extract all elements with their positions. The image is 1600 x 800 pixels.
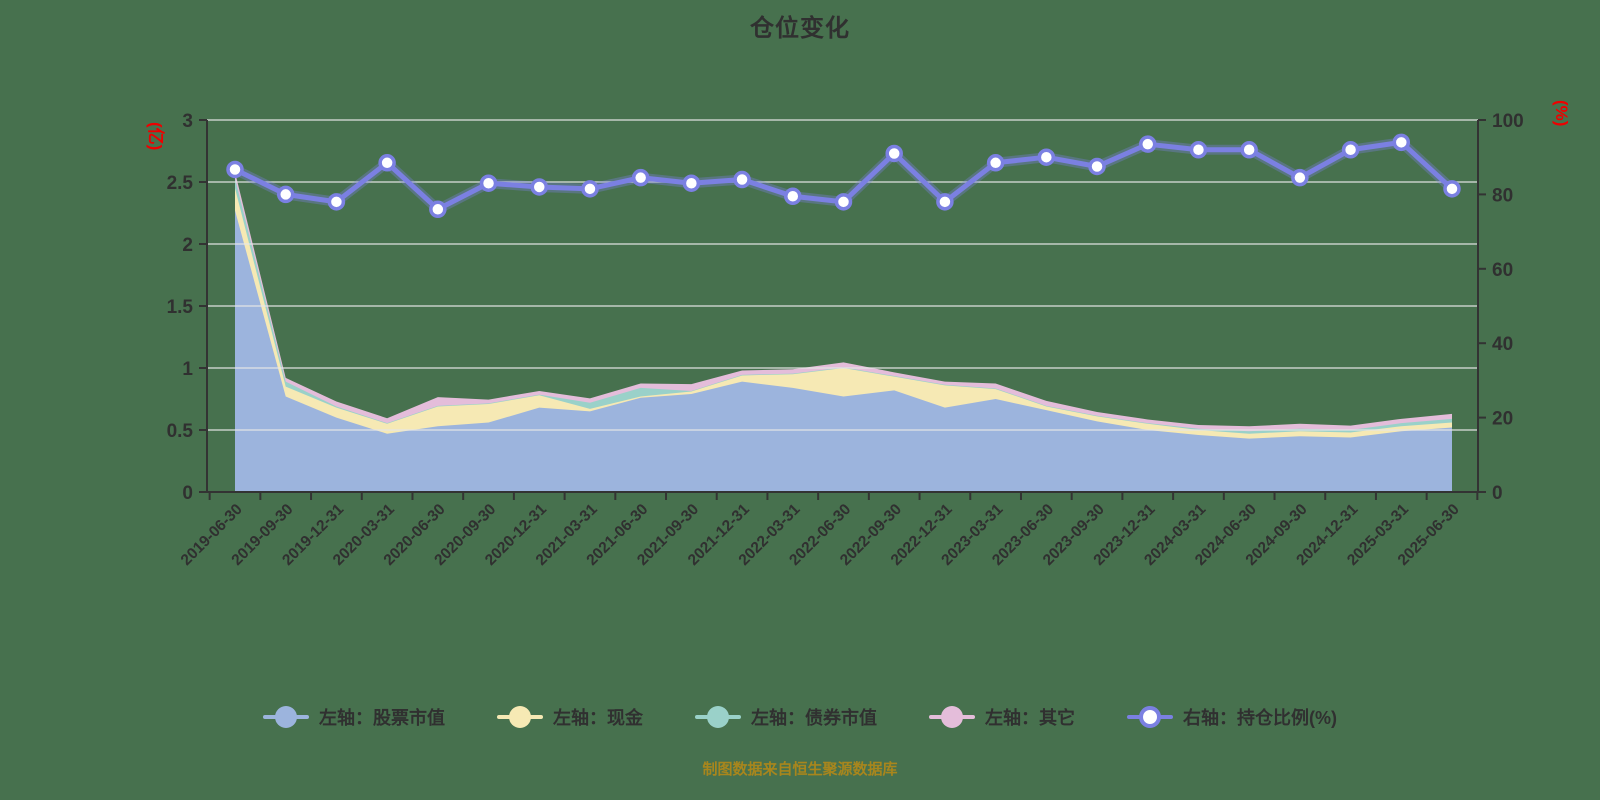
ratio-data-point — [986, 154, 1005, 172]
legend-item-bond[interactable]: 左轴：债券市值 — [695, 704, 877, 730]
ratio-data-point — [682, 174, 701, 192]
legend-item-cash[interactable]: 左轴：现金 — [497, 704, 643, 730]
ratio-data-point — [327, 193, 346, 211]
left-axis-tick-label: 1 — [182, 359, 193, 380]
ratio-data-point — [784, 187, 802, 206]
legend-label-bond: 左轴：债券市值 — [751, 708, 877, 728]
left-axis-tick-label: 1.5 — [167, 297, 194, 318]
ratio-data-point — [733, 170, 751, 189]
ratio-data-point — [1443, 180, 1461, 198]
legend-marker-bond-icon — [695, 704, 741, 730]
left-axis-unit-label: (亿) — [146, 122, 166, 150]
left-axis-tick-label: 3 — [182, 111, 193, 132]
ratio-data-point — [276, 185, 295, 204]
right-axis-tick-label: 100 — [1492, 111, 1524, 132]
ratio-data-point — [1392, 133, 1411, 152]
ratio-data-point — [1291, 168, 1309, 187]
legend-label-stock: 左轴：股票市值 — [319, 708, 445, 728]
page-title: 仓位变化 — [750, 15, 850, 42]
legend-item-other[interactable]: 左轴：其它 — [929, 704, 1075, 730]
ratio-data-point — [1240, 141, 1258, 159]
legend-marker-ratio-icon — [1127, 704, 1173, 730]
legend-item-stock[interactable]: 左轴：股票市值 — [263, 704, 445, 730]
legend-marker-stock-icon — [263, 704, 309, 730]
legend-marker-other-icon — [929, 704, 975, 730]
right-axis-tick-label: 80 — [1492, 185, 1513, 206]
right-axis-tick-label: 60 — [1492, 260, 1513, 281]
ratio-data-point — [834, 193, 853, 211]
legend-marker-cash-icon — [497, 704, 543, 730]
left-axis-tick-label: 2 — [182, 235, 193, 256]
ratio-data-point — [1341, 141, 1360, 159]
right-axis-unit-label: (%) — [1552, 100, 1571, 126]
right-axis-tick-label: 20 — [1492, 409, 1513, 430]
ratio-data-point — [885, 144, 903, 163]
legend-label-cash: 左轴：现金 — [553, 708, 643, 728]
right-axis-tick-label: 0 — [1492, 483, 1503, 504]
right-axis-tick-label: 40 — [1492, 334, 1513, 355]
left-axis-tick-label: 0 — [182, 483, 193, 504]
ratio-data-point — [1088, 157, 1106, 176]
ratio-data-point — [479, 174, 498, 192]
chart-legend: 左轴：股票市值 左轴：现金 左轴：债券市值 左轴：其它 右轴：持仓比例(%) — [0, 704, 1600, 730]
data-source-note: 制图数据来自恒生聚源数据库 — [702, 761, 898, 778]
legend-item-ratio[interactable]: 右轴：持仓比例(%) — [1127, 704, 1337, 730]
left-axis-tick-label: 0.5 — [167, 421, 194, 442]
ratio-data-point — [429, 200, 447, 219]
ratio-data-point — [1139, 135, 1157, 153]
ratio-data-point — [936, 193, 954, 211]
ratio-data-point — [1189, 141, 1208, 159]
ratio-data-point — [226, 160, 244, 179]
ratio-data-point — [1037, 148, 1056, 166]
ratio-data-point — [530, 178, 548, 196]
stacked-area-band — [235, 210, 1452, 492]
ratio-data-point — [378, 154, 396, 172]
left-axis-tick-label: 2.5 — [167, 173, 194, 194]
ratio-data-point — [581, 180, 599, 198]
legend-label-ratio: 右轴：持仓比例(%) — [1183, 708, 1337, 728]
legend-label-other: 左轴：其它 — [985, 708, 1075, 728]
ratio-data-point — [631, 168, 650, 187]
